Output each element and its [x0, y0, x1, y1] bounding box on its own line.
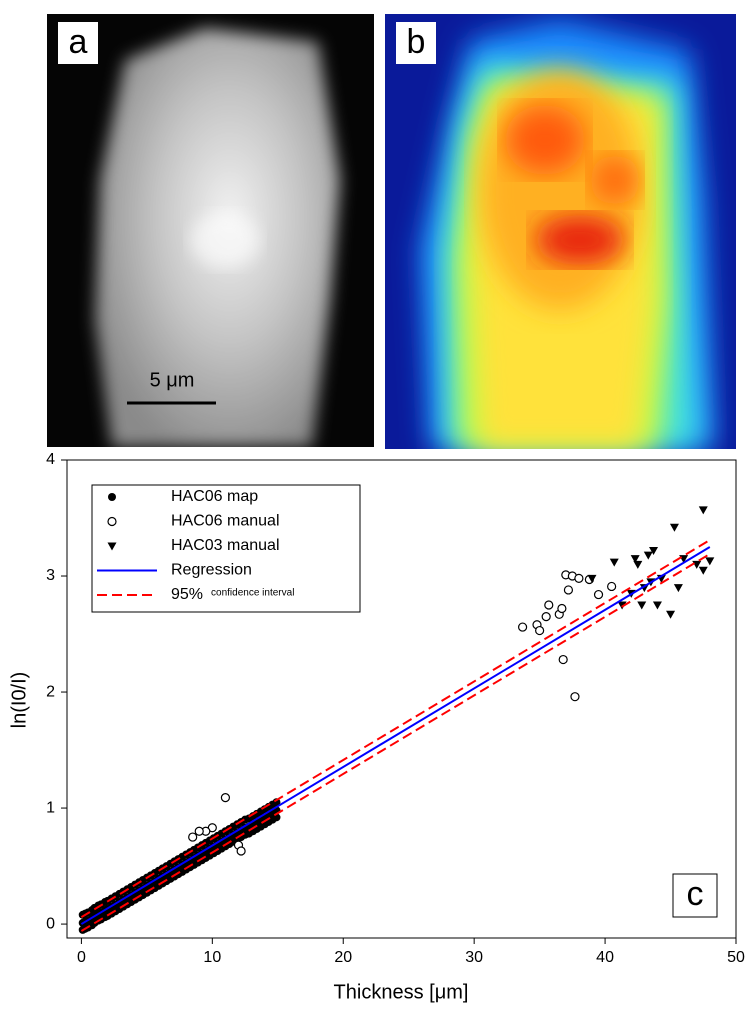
y-tick-label: 4 — [46, 451, 55, 468]
point — [666, 610, 676, 619]
panel-label-box — [672, 873, 718, 918]
x-tick-label: 30 — [465, 949, 483, 966]
point — [630, 555, 640, 564]
x-tick-label: 0 — [77, 949, 86, 966]
point — [220, 793, 231, 803]
legend-label: HAC06 map — [171, 488, 258, 505]
y-tick-label: 0 — [46, 915, 55, 932]
legend-label: Regression — [171, 562, 252, 579]
legend-marker — [107, 542, 117, 551]
legend-box — [91, 484, 361, 613]
point — [673, 584, 683, 593]
image-panel-b — [385, 14, 736, 449]
point — [574, 573, 584, 583]
point — [607, 581, 617, 592]
point — [698, 506, 708, 515]
legend-label: HAC03 manual — [171, 537, 280, 554]
point — [609, 558, 619, 567]
line — [80, 553, 711, 932]
x-tick-label: 40 — [596, 949, 614, 966]
panel-label-box — [396, 22, 436, 64]
x-tick-label: 10 — [203, 949, 221, 966]
point — [541, 612, 551, 622]
legend-label-note: confidence interval — [211, 588, 294, 599]
panel-label: c — [687, 875, 704, 913]
chart: Thickness [μm] ln(I0/I) c 0 10 20 30 40 50 0 1 2… — [8, 451, 745, 1003]
point — [593, 589, 604, 600]
point — [643, 551, 653, 560]
point — [558, 654, 568, 665]
point — [633, 560, 643, 569]
y-axis-label: ln(I0/I) — [8, 672, 30, 729]
point — [652, 601, 662, 610]
point — [535, 625, 545, 636]
legend-marker — [108, 493, 116, 501]
point — [669, 523, 679, 532]
point — [698, 566, 708, 575]
point — [557, 603, 567, 614]
panel-label-box — [58, 22, 98, 64]
point — [544, 600, 554, 610]
point — [188, 832, 198, 842]
x-axis-label: Thickness [μm] — [334, 981, 469, 1003]
y-tick-label: 3 — [46, 567, 55, 584]
point — [194, 826, 204, 836]
x-tick-label: 20 — [334, 949, 352, 966]
point — [649, 546, 659, 555]
plot-frame — [66, 459, 737, 939]
point — [563, 585, 574, 595]
legend-label: 95% — [171, 586, 203, 603]
point — [705, 557, 715, 566]
line — [80, 546, 711, 925]
y-tick-label: 2 — [46, 683, 55, 700]
point — [518, 622, 528, 632]
point — [587, 574, 597, 583]
point — [570, 692, 580, 702]
y-tick-label: 1 — [46, 799, 55, 816]
point — [692, 560, 702, 569]
panel-label: a — [69, 23, 88, 61]
legend-marker — [107, 516, 117, 527]
point — [639, 584, 649, 593]
line — [80, 539, 711, 918]
scale-bar-label: 5 μm — [150, 369, 195, 391]
panel-label: b — [407, 23, 426, 61]
legend-label: HAC06 manual — [171, 513, 280, 530]
image-panel-a — [47, 14, 374, 447]
point — [637, 601, 647, 610]
point — [236, 846, 246, 856]
x-tick-label: 50 — [727, 949, 745, 966]
